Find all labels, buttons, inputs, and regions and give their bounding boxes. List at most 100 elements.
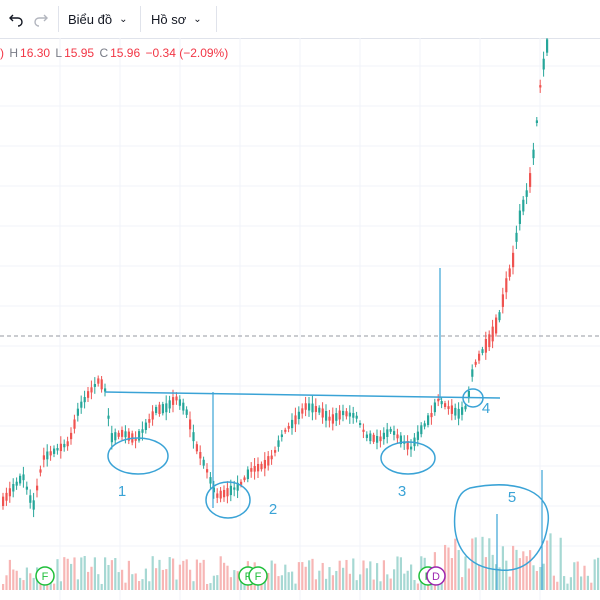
candle-body [192,432,195,442]
candle-body [100,379,103,390]
candle-body [212,487,215,493]
price-chart[interactable]: 12345FFFFD [0,38,600,600]
volume-bar [19,577,22,590]
candle-body [376,436,379,443]
volume-bar [168,557,171,590]
volume-bar [5,575,8,590]
volume-bar [457,550,460,590]
volume-bar [294,583,297,590]
volume-bar [202,559,205,590]
candle-body [90,387,93,393]
volume-bar [12,569,15,590]
annotation-label-2: 2 [269,501,277,518]
volume-bar [410,564,413,590]
volume-bar [114,558,117,590]
volume-bar [172,558,175,590]
annotation-circle [380,441,436,475]
volume-bar [93,557,96,590]
volume-bar [267,572,270,590]
volume-bar [226,565,229,590]
volume-bar [189,569,192,590]
candle-body [284,429,287,432]
candle-body [240,481,243,485]
volume-bar [25,567,28,590]
candle-body [321,408,324,418]
candle-body [243,477,246,481]
candle-body [311,403,314,413]
candle-body [546,39,549,53]
candle-body [12,484,15,492]
volume-bar [29,573,32,590]
candle-body [352,413,355,418]
volume-bar [440,579,443,590]
volume-bar [348,573,351,590]
candle-body [423,423,426,427]
candle-body [32,500,35,510]
volume-bar [80,557,83,590]
volume-bar [406,570,409,590]
candle-body [416,431,419,440]
volume-bar [161,569,164,590]
volume-bar [569,577,572,590]
profile-menu-button[interactable]: Hồ sơ ⌄ [151,7,202,31]
volume-bar [212,575,215,590]
annotation-label-4: 4 [482,400,490,417]
volume-bar [471,538,474,590]
volume-bar [342,567,345,590]
volume-bar [233,570,236,590]
undo-button[interactable] [8,7,24,31]
resistance-line [104,391,501,399]
candle-body [365,434,368,438]
volume-bar [345,559,348,590]
ohlc-left-fragment: ) [0,46,4,60]
candle-body [80,401,83,408]
candle-body [144,422,147,430]
candle-body [148,419,151,423]
volume-bar [352,558,355,590]
volume-bar [90,566,93,590]
profile-menu-label: Hồ sơ [151,11,187,27]
annotation-label-5: 5 [508,489,516,506]
volume-bar [216,575,219,590]
volume-bar [362,560,365,590]
redo-button[interactable] [33,7,49,31]
undo-arrow-icon [9,14,23,27]
volume-bar [355,580,358,590]
candle-body [274,450,277,453]
candle-body [46,451,49,460]
volume-bar [229,577,232,590]
volume-bar [280,575,283,590]
volume-bar [566,583,569,590]
volume-bar [416,583,419,590]
volume-bar [274,563,277,590]
candle-body [226,488,229,497]
candle-body [331,414,334,424]
volume-bar [393,569,396,590]
volume-bar [515,549,518,590]
candle-body [525,190,528,197]
annotation-label-3: 3 [398,483,406,500]
volume-bar [501,546,504,590]
volume-bar [182,560,185,590]
volume-bar [301,562,304,590]
candle-body [512,252,515,268]
volume-bar [372,579,375,590]
volume-bar [427,583,430,590]
volume-bar [321,562,324,590]
chart-menu-button[interactable]: Biểu đồ ⌄ [68,7,127,31]
candle-body [396,434,399,439]
volume-bar [110,560,113,590]
annotation-circle [462,388,484,408]
candle-body [138,431,141,441]
candle-body [294,415,297,425]
volume-bar [535,570,538,590]
volume-bar [450,558,453,590]
candle-body [2,496,5,507]
volume-bar [243,580,246,590]
volume-bar [325,578,328,590]
volume-bar [178,564,181,590]
candle-body [59,443,62,452]
candle-body [267,456,270,466]
candle-body [151,411,154,420]
candle-body [63,443,66,448]
